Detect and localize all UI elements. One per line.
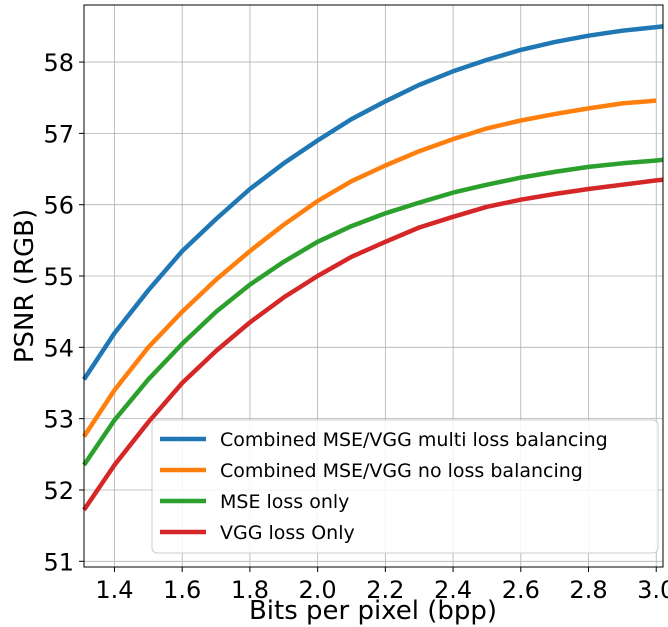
series-line: [82, 24, 664, 381]
x-tick-label: 1.8: [231, 576, 269, 604]
series-line: [82, 98, 657, 438]
y-tick-label: 57: [43, 120, 74, 148]
y-tick-label: 53: [43, 406, 74, 434]
x-tick-label: 2.0: [299, 576, 337, 604]
legend: Combined MSE/VGG multi loss balancing Com…: [151, 419, 659, 554]
y-tick-label: 52: [43, 477, 74, 505]
y-axis-label: PSNR (RGB): [10, 209, 40, 363]
legend-label: Combined MSE/VGG no loss balancing: [220, 460, 583, 482]
legend-label: VGG loss Only: [220, 522, 355, 544]
legend-box: [151, 419, 659, 554]
y-tick-label: 51: [43, 548, 74, 576]
x-tick-label: 2.4: [434, 576, 472, 604]
axis-ticks: 1.4 1.6 1.8 2.0 2.2 2.4 2.6 2.8 3.0 51 52 53 54 55 56 5…: [43, 49, 668, 604]
series-line: [82, 157, 664, 467]
x-tick-label: 2.2: [366, 576, 404, 604]
y-tick-label: 55: [43, 263, 74, 291]
x-tick-label: 2.6: [502, 576, 540, 604]
x-tick-label: 2.8: [569, 576, 607, 604]
x-tick-label: 1.4: [95, 576, 133, 604]
x-tick-label: 1.6: [163, 576, 201, 604]
y-tick-label: 56: [43, 192, 74, 220]
plot-frame: [83, 4, 664, 568]
series-lines: [82, 24, 664, 512]
y-tick-label: 58: [43, 49, 74, 77]
y-tick-label: 54: [43, 334, 74, 362]
x-tick-label: 3.0: [637, 576, 668, 604]
legend-label: Combined MSE/VGG multi loss balancing: [220, 429, 608, 451]
series-line: [82, 177, 664, 512]
x-axis-label: Bits per pixel (bpp): [249, 596, 497, 626]
legend-entries: Combined MSE/VGG multi loss balancing Com…: [160, 429, 608, 544]
legend-label: MSE loss only: [220, 491, 349, 513]
